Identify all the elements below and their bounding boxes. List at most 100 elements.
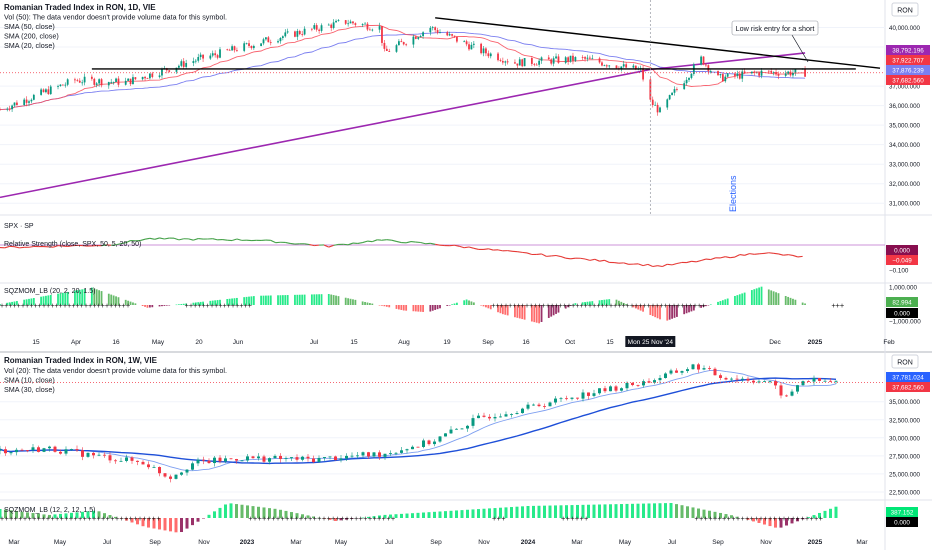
momentum-bar <box>9 510 13 518</box>
candle-body <box>829 380 832 382</box>
daily-currency-badge[interactable] <box>891 2 919 17</box>
candle-body <box>385 48 388 51</box>
candle-body <box>653 380 656 383</box>
candle-body <box>642 68 644 80</box>
squeeze-dot: + <box>0 516 5 523</box>
squeeze-dot: + <box>117 303 122 310</box>
momentum-bar <box>790 518 794 524</box>
candle-body <box>609 386 612 392</box>
momentum-bar <box>112 295 115 305</box>
squeeze-dot: + <box>67 303 72 310</box>
candle-body <box>559 398 563 400</box>
momentum-bar <box>235 504 238 518</box>
candle-body <box>48 446 51 449</box>
candle-body <box>117 78 120 85</box>
momentum-bar <box>752 518 755 522</box>
time-tick-label: Sep <box>712 539 724 546</box>
momentum-bar <box>146 305 149 308</box>
momentum-bar <box>151 305 154 308</box>
momentum-bar <box>344 297 347 305</box>
squeeze-dot: + <box>390 516 395 523</box>
momentum-bar <box>148 305 151 308</box>
candle-body <box>636 385 640 386</box>
candle-body <box>533 63 536 65</box>
daily-chart[interactable]: 40,000.00039,000.00037,000.00036,000.000… <box>0 0 930 215</box>
squeeze-dot: + <box>257 516 262 523</box>
candle-body <box>433 441 436 445</box>
candle-body <box>472 43 475 45</box>
relative-strength-pane[interactable]: 0.000 −0.049 −0.100 <box>0 237 918 275</box>
momentum-bar <box>136 518 139 525</box>
candle-body <box>506 61 509 63</box>
candle-body <box>86 452 90 457</box>
momentum-bar <box>70 512 73 518</box>
squeeze-dot: + <box>363 516 368 523</box>
candle-body <box>598 388 601 394</box>
squeeze-dot: + <box>96 516 101 523</box>
candle-body <box>78 80 81 83</box>
squeeze-dot: + <box>147 516 152 523</box>
squeeze-dot: + <box>537 303 542 310</box>
daily-time-axis: 15Apr16May20JunJul15Aug19Sep16Oct15NovDe… <box>32 336 895 347</box>
squeeze-dot: + <box>298 516 303 523</box>
candle-body <box>615 65 618 69</box>
momentum-bar <box>372 516 376 518</box>
momentum-bar <box>81 511 84 518</box>
momentum-bar <box>398 305 400 310</box>
sqz-tick-label: 1,000.000 <box>889 285 918 292</box>
candle-body <box>0 449 2 451</box>
momentum-bar <box>134 303 137 305</box>
squeeze-dot: + <box>638 303 643 310</box>
candle-body <box>303 28 306 35</box>
momentum-bar <box>485 305 487 308</box>
momentum-bar <box>526 506 530 518</box>
squeeze-momentum-weekly-pane[interactable]: + + + + + + + + + + + + + + + + + + + + + + + + + + + + + + + + + + + + + + + +… <box>0 503 918 533</box>
momentum-bar <box>313 294 316 305</box>
candle-body <box>801 381 805 386</box>
squeeze-dot: + <box>839 303 844 310</box>
momentum-bar <box>361 301 364 305</box>
price-tag <box>886 65 930 75</box>
candle-body <box>584 57 586 59</box>
price-tick-label: 32,500.000 <box>889 417 921 424</box>
candle-body <box>74 79 76 81</box>
momentum-bar <box>15 510 18 518</box>
squeeze-momentum-daily-pane[interactable]: + + + + + + + + + + + + + + + + + + + + + + + + + + + + + + + + + + + + + + + +… <box>0 285 921 326</box>
rs-line-segment <box>734 254 741 258</box>
momentum-bar <box>636 503 640 518</box>
candle-body <box>721 74 724 82</box>
price-tag <box>886 45 930 55</box>
momentum-bar <box>76 290 79 305</box>
momentum-bar <box>378 305 381 306</box>
rs-line-segment <box>691 260 697 263</box>
momentum-bar <box>721 300 724 305</box>
candle-body <box>592 393 596 396</box>
time-tick-label: Sep <box>149 539 161 546</box>
squeeze-dot: + <box>499 303 504 310</box>
squeeze-dot: + <box>377 516 382 523</box>
candle-body <box>30 99 33 102</box>
candle-body <box>676 89 678 90</box>
annotation-callout[interactable] <box>731 20 819 36</box>
momentum-bar <box>98 290 101 305</box>
weekly-currency-badge[interactable] <box>891 354 919 369</box>
momentum-bar <box>499 305 502 314</box>
momentum-bar <box>180 304 183 305</box>
momentum-bar <box>185 303 188 305</box>
squeeze-dot: + <box>800 516 805 523</box>
candle-body <box>625 64 628 68</box>
momentum-bar <box>564 305 567 309</box>
time-tick-label: Jul <box>385 539 394 546</box>
candle-body <box>497 53 499 61</box>
time-tick-label: Nov <box>760 539 772 546</box>
weekly-chart[interactable]: 35,000.000 32,500.000 30,000.000 27,500.000… <box>0 362 930 497</box>
candle-body <box>224 458 227 462</box>
squeeze-dot: + <box>58 303 63 310</box>
candle-body <box>823 380 827 382</box>
candle-body <box>81 450 84 457</box>
momentum-bar <box>129 301 132 305</box>
momentum-bar <box>834 506 838 518</box>
candle-body <box>581 392 585 399</box>
momentum-bar <box>760 286 763 305</box>
momentum-bar <box>284 510 288 518</box>
